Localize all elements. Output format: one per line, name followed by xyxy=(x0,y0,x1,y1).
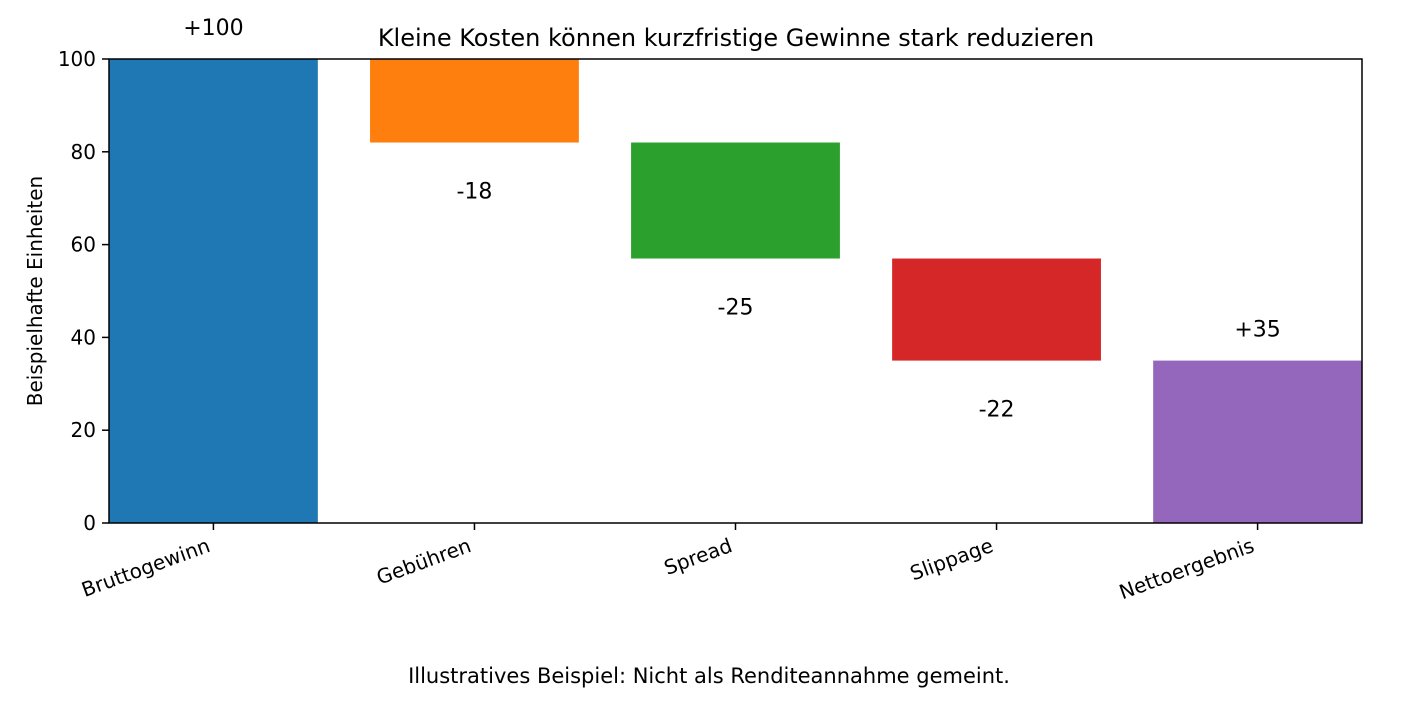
bar-slippage xyxy=(892,258,1101,361)
data-label: +35 xyxy=(1234,318,1280,343)
chart-title: Kleine Kosten können kurzfristige Gewinn… xyxy=(378,24,1094,52)
y-tick-label: 40 xyxy=(71,325,96,349)
data-label: -22 xyxy=(979,398,1015,423)
bar-nettoergebnis xyxy=(1153,360,1362,523)
y-tick-label: 60 xyxy=(71,233,96,257)
chart-caption: Illustratives Beispiel: Nicht als Rendit… xyxy=(408,664,1010,688)
y-tick-label: 80 xyxy=(71,140,96,164)
bar-spread xyxy=(631,142,840,259)
data-label: -18 xyxy=(456,180,492,205)
y-axis-label: Beispielhafte Einheiten xyxy=(23,176,47,406)
bar-bruttogewinn xyxy=(109,59,318,523)
data-label: -25 xyxy=(718,296,754,321)
bar-gebühren xyxy=(370,59,579,143)
y-tick-label: 100 xyxy=(58,47,96,71)
data-label: +100 xyxy=(183,16,243,41)
y-tick-label: 20 xyxy=(71,418,96,442)
y-tick-label: 0 xyxy=(83,511,96,535)
